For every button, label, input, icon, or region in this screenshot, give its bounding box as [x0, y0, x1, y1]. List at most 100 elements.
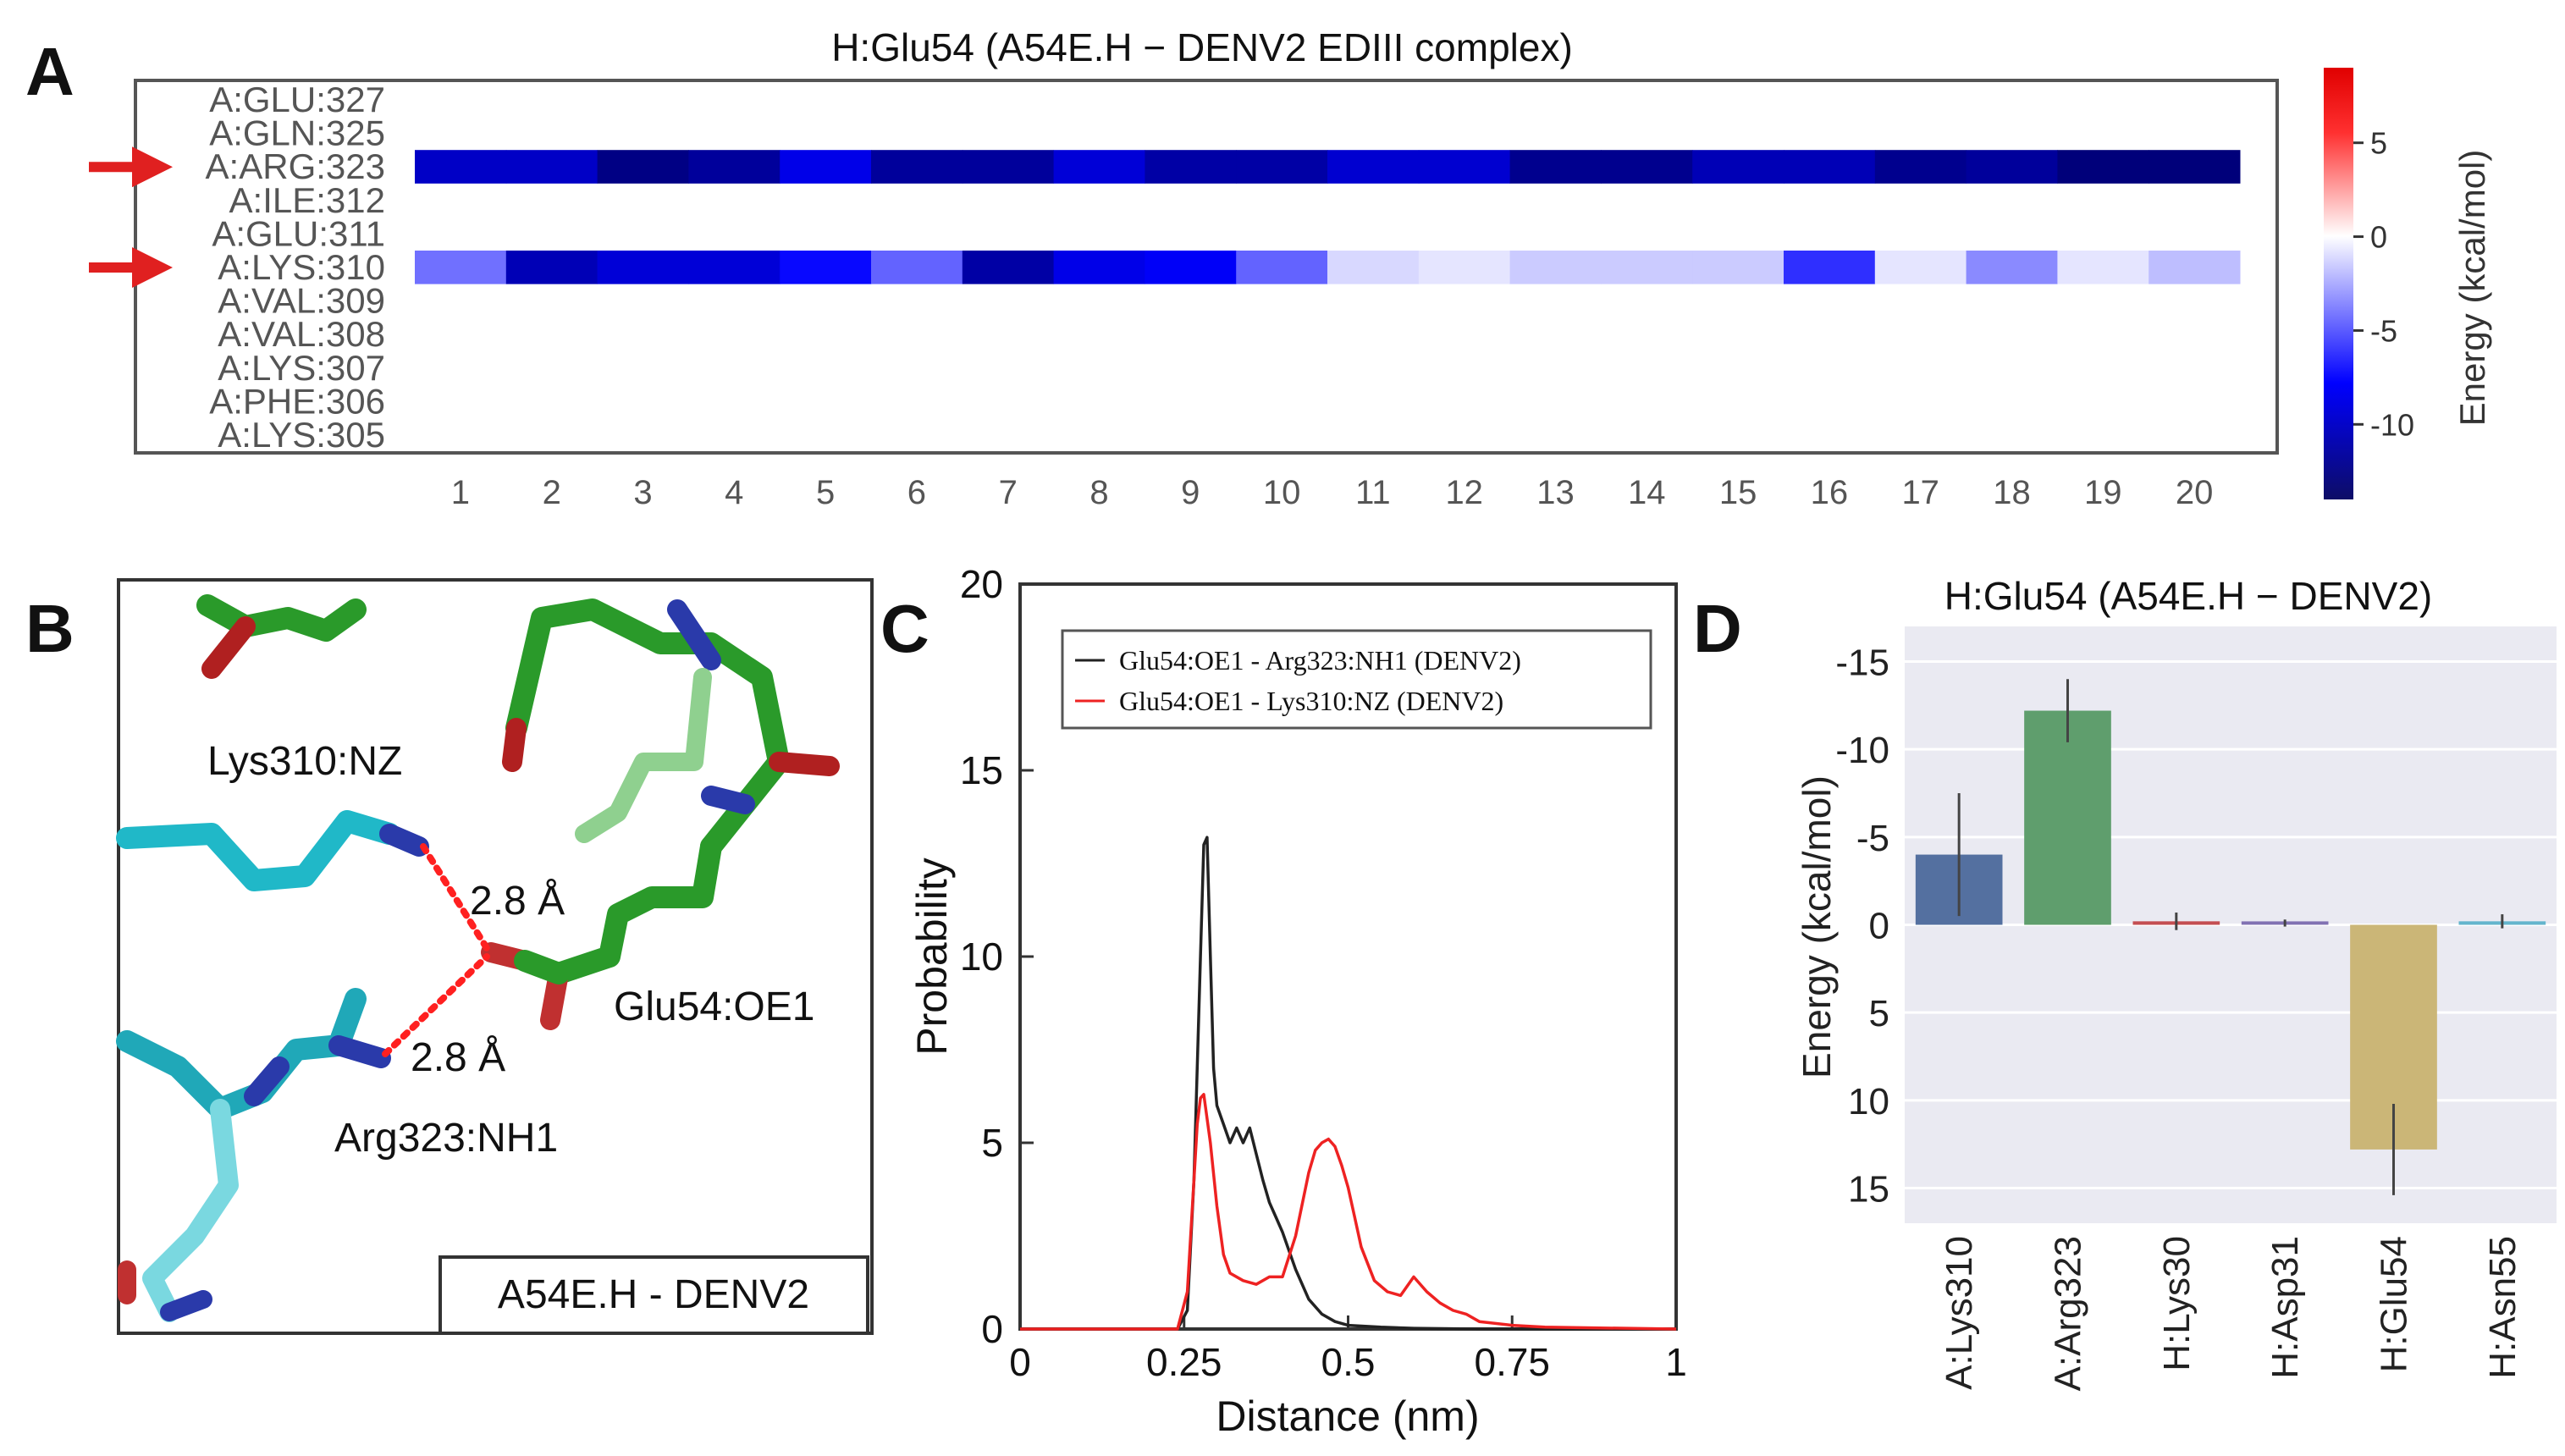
category-label: H:Asn55 — [2482, 1236, 2524, 1379]
heatmap-column-label: 2 — [543, 474, 561, 511]
label-distance-2: 2.8 Å — [411, 1035, 505, 1080]
legend-box — [1061, 629, 1652, 730]
y-tick-label: -5 — [1856, 818, 1889, 859]
heatmap-cell — [1692, 150, 1784, 184]
oxygen-stick — [201, 616, 256, 679]
green-stick-top-left — [196, 594, 367, 642]
heatmap-cell — [1509, 251, 1602, 284]
y-tick-label: -15 — [1835, 642, 1889, 683]
heatmap-cell — [1145, 150, 1237, 184]
heatmap-column-label: 5 — [816, 474, 835, 511]
heatmap-cell — [1509, 150, 1602, 184]
distribution-xlabel: Distance (nm) — [1216, 1393, 1479, 1440]
panel-label-c: C — [880, 591, 929, 666]
heatmap-cell — [415, 251, 507, 284]
heatmap-column-label: 20 — [2176, 474, 2214, 511]
category-label: H:Lys30 — [2156, 1236, 2198, 1371]
arg323-lower-stick — [142, 1099, 239, 1322]
label-glu54-oe1: Glu54:OE1 — [614, 984, 814, 1029]
heatmap-cell — [2057, 150, 2149, 184]
heatmap-row-label: A:GLN:325 — [209, 113, 385, 153]
panel-label-b: B — [25, 591, 74, 666]
heatmap-row-label: A:VAL:308 — [218, 314, 385, 354]
heatmap-cell — [1601, 251, 1693, 284]
heatmap-cell — [780, 251, 872, 284]
category-label: H:Glu54 — [2374, 1236, 2415, 1372]
heatmap-row-label: A:VAL:309 — [218, 281, 385, 321]
heatmap-column-label: 16 — [1811, 474, 1849, 511]
y-tick-label: 15 — [960, 748, 1003, 792]
heatmap-column-label: 1 — [451, 474, 470, 511]
panel-label-a: A — [25, 34, 74, 109]
heatmap-cell — [505, 251, 598, 284]
label-lys310-nz: Lys310:NZ — [207, 739, 402, 784]
heatmap-cell — [1053, 150, 1145, 184]
colorbar-label: Energy (kcal/mol) — [2452, 150, 2492, 427]
heatmap-cell — [1784, 251, 1876, 284]
x-tick-label: 0.25 — [1146, 1340, 1222, 1384]
heatmap-row-label: A:GLU:327 — [209, 80, 385, 119]
nitrogen-stick-1 — [667, 599, 721, 670]
colorbar-tick-label: 5 — [2370, 126, 2387, 161]
heatmap-column-label: 15 — [1719, 474, 1757, 511]
heatmap-row-label: A:PHE:306 — [209, 381, 385, 421]
faded-green-stick — [575, 668, 712, 843]
category-label: A:Arg323 — [2048, 1236, 2089, 1391]
heatmap-cell — [780, 150, 872, 184]
heatmap-row-label: A:GLU:311 — [212, 213, 385, 253]
arg323-nh1-stick — [328, 1035, 391, 1068]
heatmap-row-label: A:ARG:323 — [206, 146, 385, 186]
x-tick-label: 0 — [1009, 1340, 1031, 1384]
oxygen-stick-2 — [502, 718, 527, 772]
heatmap-cell — [2149, 251, 2241, 284]
y-tick-label: 20 — [960, 562, 1003, 606]
series-line — [1020, 1093, 1677, 1331]
heatmap-cell — [2057, 251, 2149, 284]
heatmap-cell — [871, 251, 963, 284]
heatmap-cell — [1236, 150, 1328, 184]
heatmap-cell — [1874, 150, 1967, 184]
heatmap-cell — [505, 150, 598, 184]
y-tick-label: 10 — [960, 935, 1003, 979]
colorbar-tick-label: -5 — [2370, 313, 2397, 348]
heatmap-row-label: A:LYS:310 — [218, 247, 385, 287]
heatmap-cell — [1966, 251, 2058, 284]
heatmap-title: H:Glu54 (A54E.H − DENV2 EDIII complex) — [831, 25, 1573, 69]
heatmap-row-label: A:LYS:305 — [218, 415, 385, 455]
heatmap-column-label: 7 — [999, 474, 1018, 511]
glu54-link — [514, 950, 570, 984]
distribution-ylabel: Probability — [908, 858, 956, 1055]
heatmap-cell — [1418, 251, 1511, 284]
category-label: H:Asp31 — [2264, 1236, 2306, 1379]
heatmap-column-label: 19 — [2084, 474, 2122, 511]
hbond-lys310 — [420, 843, 490, 951]
bar-chart-title: H:Glu54 (A54E.H − DENV2) — [1944, 574, 2433, 618]
arg323-nh2-stick — [244, 1056, 290, 1106]
y-tick-label: 0 — [1869, 906, 1889, 947]
y-tick-label: 10 — [1848, 1081, 1889, 1122]
heatmap-column-label: 8 — [1089, 474, 1108, 511]
y-tick-label: -10 — [1835, 730, 1889, 771]
heatmap-column-label: 17 — [1901, 474, 1939, 511]
heatmap-cell — [2149, 150, 2241, 184]
structure-caption-box — [439, 1255, 869, 1335]
y-tick-label: 5 — [1869, 993, 1889, 1034]
heatmap-cell — [597, 251, 689, 284]
heatmap-cell — [1966, 150, 2058, 184]
nitrogen-stick-2 — [701, 786, 755, 814]
structure-caption: A54E.H - DENV2 — [498, 1272, 809, 1317]
colorbar — [2324, 68, 2353, 499]
molecular-structure-panel: Lys310:NZ 2.8 Å Glu54:OE1 2.8 Å Arg323:N… — [116, 578, 874, 1335]
legend-entry-arg323: Glu54:OE1 - Arg323:NH1 (DENV2) — [1119, 645, 1521, 676]
heatmap-cell — [962, 251, 1055, 284]
heatmap-cell — [597, 150, 689, 184]
heatmap-cell — [1053, 251, 1145, 284]
series-line — [1020, 836, 1676, 1331]
heatmap-cell — [1784, 150, 1876, 184]
heatmap-cell — [1145, 251, 1237, 284]
heatmap-cell — [1874, 251, 1967, 284]
heatmap-column-label: 9 — [1181, 474, 1200, 511]
y-tick-label: 0 — [981, 1307, 1003, 1351]
heatmap-cell — [962, 150, 1055, 184]
